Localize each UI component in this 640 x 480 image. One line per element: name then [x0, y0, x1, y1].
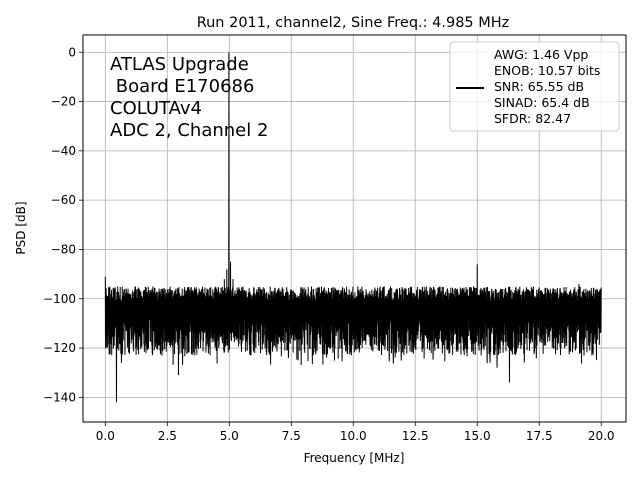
x-axis-ticks: 0.0 2.5 5.0 7.5 10.0 12.5 15.0 17.5 20.0	[96, 422, 615, 443]
x-tick-label: 12.5	[402, 429, 429, 443]
annotation-line-1: ATLAS Upgrade	[110, 54, 249, 75]
legend-line-sinad: SINAD: 65.4 dB	[494, 95, 590, 110]
x-tick-label: 10.0	[340, 429, 367, 443]
plot-area	[104, 52, 602, 403]
x-tick-label: 5.0	[220, 429, 239, 443]
y-axis-label: PSD [dB]	[14, 201, 28, 254]
annotation-line-4: ADC 2, Channel 2	[110, 120, 268, 141]
y-tick-label: −60	[51, 193, 76, 207]
legend-box	[449, 41, 620, 132]
annotation-line-2: Board E170686	[110, 76, 254, 97]
legend-line-sfdr: SFDR: 82.47	[494, 111, 571, 126]
psd-series-line	[104, 52, 602, 403]
x-axis-label: Frequency [MHz]	[304, 451, 405, 465]
legend: AWG: 1.46 Vpp ENOB: 10.57 bits SNR: 65.5…	[449, 41, 620, 132]
legend-line-snr: SNR: 65.55 dB	[494, 79, 584, 94]
x-tick-label: 7.5	[282, 429, 301, 443]
y-tick-label: −140	[43, 390, 76, 404]
chart-title: Run 2011, channel2, Sine Freq.: 4.985 MH…	[197, 15, 510, 31]
annotation-line-3: COLUTAv4	[110, 98, 202, 119]
board-annotation: ATLAS Upgrade Board E170686 COLUTAv4 ADC…	[110, 54, 268, 141]
y-axis-ticks: 0 −20 −40 −60 −80 −100 −120 −140	[43, 45, 83, 404]
y-tick-label: −20	[51, 95, 76, 109]
legend-line-enob: ENOB: 10.57 bits	[494, 63, 600, 78]
y-tick-label: −120	[43, 341, 76, 355]
y-tick-label: −100	[43, 292, 76, 306]
y-tick-label: −80	[51, 242, 76, 256]
plot-frame	[82, 34, 627, 423]
x-tick-label: 15.0	[464, 429, 491, 443]
x-tick-label: 0.0	[96, 429, 115, 443]
x-tick-label: 2.5	[158, 429, 177, 443]
x-tick-label: 17.5	[526, 429, 553, 443]
y-tick-label: 0	[68, 45, 76, 59]
legend-line-awg: AWG: 1.46 Vpp	[494, 47, 588, 62]
x-tick-label: 20.0	[588, 429, 615, 443]
y-tick-label: −40	[51, 144, 76, 158]
